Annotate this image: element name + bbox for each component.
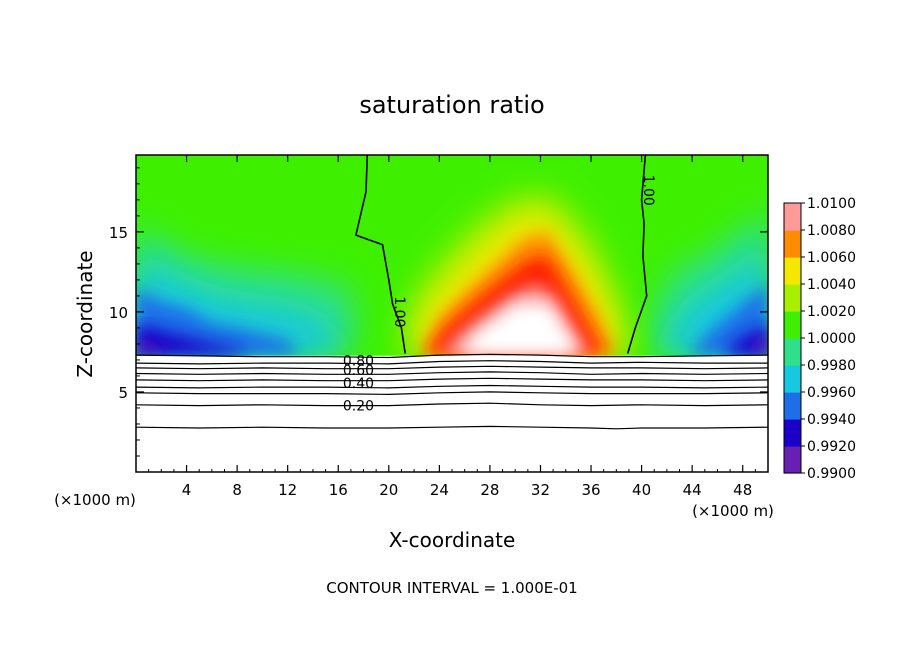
y-tick-label-5: 5 [118, 384, 128, 402]
colorbar-swatch-1 [784, 419, 801, 447]
contour-label-1: 1.00 [640, 175, 656, 206]
colorbar-label-5: 1.0000 [807, 331, 856, 347]
x-tick-label-8: 8 [232, 481, 242, 499]
field-region-9 [752, 334, 768, 356]
colorbar-label-9: 1.0080 [807, 223, 856, 239]
colorbar: 0.9900 0.9920 0.9940 0.9960 0.9980 1.0000 1.00… [783, 196, 856, 482]
field-region-3 [136, 323, 250, 356]
contour-label-4: 0.40 [343, 376, 374, 392]
field-region-4 [136, 340, 174, 356]
chart-title: saturation ratio [359, 91, 544, 119]
contour-interval-note: CONTOUR INTERVAL = 1.000E-01 [326, 579, 577, 597]
contour-line-0.30-6 [136, 391, 768, 396]
contour-label-5: 0.20 [343, 398, 374, 414]
x-axis: 4 8 12 16 20 24 28 32 36 40 44 48 [148, 155, 756, 499]
subcloud-region [136, 355, 768, 472]
x-tick-label-24: 24 [430, 481, 449, 499]
colorbar-swatch-9 [784, 203, 801, 231]
colorbar-label-10: 1.0100 [807, 196, 856, 212]
contour-line-0.10-8 [136, 425, 768, 430]
plot-area [136, 155, 768, 472]
saturation-field [136, 155, 768, 472]
x-tick-label-32: 32 [531, 481, 550, 499]
contour-line-0.50-4 [136, 377, 768, 382]
colorbar-label-0: 0.9900 [807, 466, 856, 482]
x-tick-label-4: 4 [182, 481, 192, 499]
contour-label-3: 0.60 [343, 363, 374, 379]
contour-labels: 1.00 1.00 0.800.600.40 0.20 [343, 175, 656, 415]
y-tick-label-10: 10 [109, 304, 128, 322]
colorbar-label-8: 1.0060 [807, 250, 856, 266]
colorbar-swatch-3 [784, 365, 801, 393]
x-tick-label-44: 44 [683, 481, 702, 499]
colorbar-swatch-8 [784, 230, 801, 258]
colorbar-swatch-4 [784, 338, 801, 366]
x-axis-unit-left: (×1000 m) [54, 491, 136, 509]
x-tick-label-48: 48 [733, 481, 752, 499]
x-tick-label-40: 40 [632, 481, 651, 499]
x-tick-label-36: 36 [581, 481, 600, 499]
colorbar-label-4: 0.9980 [807, 358, 856, 374]
contour-line-0.40-5 [136, 384, 768, 389]
contour-line-0.20-7 [136, 402, 768, 407]
contour-line-0.70-2 [136, 365, 768, 370]
field-core-region [458, 302, 579, 356]
x-axis-unit-right: (×1000 m) [692, 502, 774, 520]
contour-line-1.00-9 [354, 155, 406, 354]
colorbar-label-1: 0.9920 [807, 439, 856, 455]
colorbar-label-6: 1.0020 [807, 304, 856, 320]
colorbar-swatch-7 [784, 257, 801, 285]
colorbar-label-3: 0.9960 [807, 385, 856, 401]
x-axis-label: X-coordinate [389, 528, 516, 552]
x-tick-label-28: 28 [480, 481, 499, 499]
colorbar-swatch-5 [784, 311, 801, 339]
contour-line-0.60-3 [136, 371, 768, 375]
x-tick-label-16: 16 [329, 481, 348, 499]
contour-label-0: 1.00 [391, 296, 407, 327]
colorbar-swatch-6 [784, 284, 801, 312]
x-tick-label-12: 12 [278, 481, 297, 499]
contour-line-1.00-10 [626, 155, 648, 354]
y-tick-label-15: 15 [109, 224, 128, 242]
colorbar-label-7: 1.0040 [807, 277, 856, 293]
colorbar-swatch-2 [784, 392, 801, 420]
y-axis-label: Z-coordinate [73, 250, 97, 377]
contour-line-0.90-0 [136, 353, 768, 359]
contour-label-2: 0.80 [343, 354, 374, 370]
contour-line-0.80-1 [136, 360, 768, 365]
contour-lines [136, 155, 768, 430]
colorbar-swatch-0 [784, 446, 801, 474]
x-tick-label-20: 20 [379, 481, 398, 499]
y-axis: 5 10 15 [109, 167, 768, 457]
colorbar-label-2: 0.9940 [807, 412, 856, 428]
